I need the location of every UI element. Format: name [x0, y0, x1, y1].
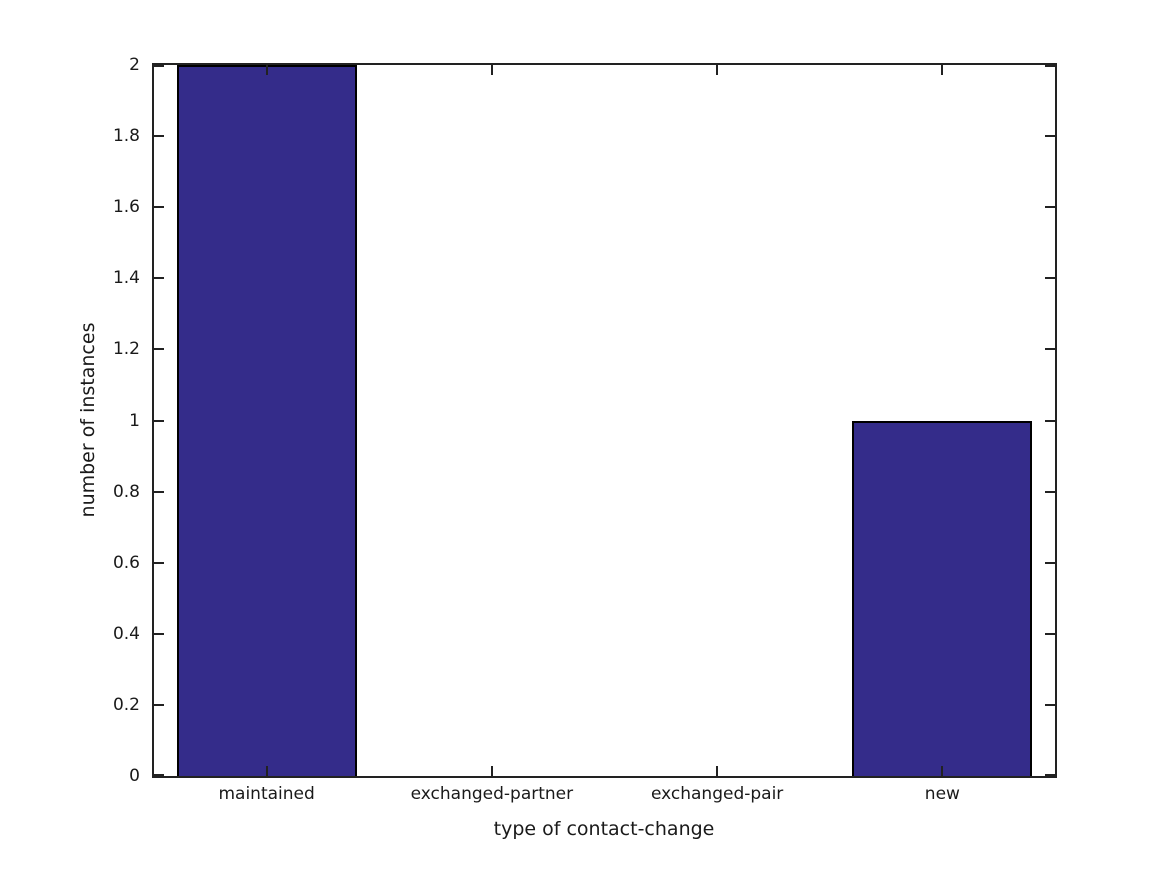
- y-tick-label: 0.2: [112, 694, 140, 715]
- y-tick-right: [1045, 277, 1055, 280]
- x-tick-bottom: [490, 766, 493, 776]
- y-tick-label: 1.2: [112, 339, 140, 360]
- x-tick-label-maintained: maintained: [218, 784, 315, 804]
- x-tick-bottom: [716, 766, 719, 776]
- x-tick-bottom: [265, 766, 268, 776]
- plot-area: [152, 63, 1057, 778]
- x-axis-label: type of contact-change: [493, 818, 715, 840]
- y-tick-left: [154, 561, 164, 564]
- y-tick-right: [1045, 348, 1055, 351]
- x-tick-top: [265, 65, 268, 75]
- y-tick-left: [154, 419, 164, 422]
- y-tick-left: [154, 206, 164, 209]
- y-tick-right: [1045, 65, 1055, 67]
- y-tick-label: 1.8: [112, 126, 140, 147]
- x-tick-top: [716, 65, 719, 75]
- x-tick-label-new: new: [924, 784, 960, 804]
- y-tick-label: 1.6: [112, 197, 140, 218]
- y-tick-left: [154, 65, 164, 67]
- y-tick-right: [1045, 561, 1055, 564]
- y-tick-left: [154, 135, 164, 138]
- y-tick-right: [1045, 703, 1055, 706]
- y-tick-right: [1045, 490, 1055, 493]
- y-tick-left: [154, 703, 164, 706]
- y-tick-label: 0.8: [112, 481, 140, 502]
- y-tick-label: 1.4: [112, 268, 140, 289]
- y-tick-right: [1045, 419, 1055, 422]
- y-tick-right: [1045, 632, 1055, 635]
- y-tick-left: [154, 774, 164, 776]
- y-tick-label: 1: [129, 410, 140, 431]
- x-tick-label-exchanged-pair: exchanged-pair: [650, 784, 784, 804]
- y-axis-label: number of instances: [77, 322, 99, 518]
- y-tick-right: [1045, 206, 1055, 209]
- y-tick-left: [154, 490, 164, 493]
- y-tick-left: [154, 632, 164, 635]
- y-tick-left: [154, 277, 164, 280]
- y-tick-label: 0.4: [112, 623, 140, 644]
- bar-maintained: [176, 65, 357, 776]
- y-tick-right: [1045, 774, 1055, 776]
- y-tick-label: 0: [129, 766, 140, 786]
- x-tick-bottom: [941, 766, 944, 776]
- y-tick-label: 0.6: [112, 552, 140, 573]
- y-tick-label: 2: [129, 55, 140, 75]
- bar-new: [852, 420, 1033, 776]
- x-tick-top: [941, 65, 944, 75]
- x-tick-label-exchanged-partner: exchanged-partner: [410, 784, 574, 804]
- y-tick-right: [1045, 135, 1055, 138]
- x-tick-top: [490, 65, 493, 75]
- y-tick-left: [154, 348, 164, 351]
